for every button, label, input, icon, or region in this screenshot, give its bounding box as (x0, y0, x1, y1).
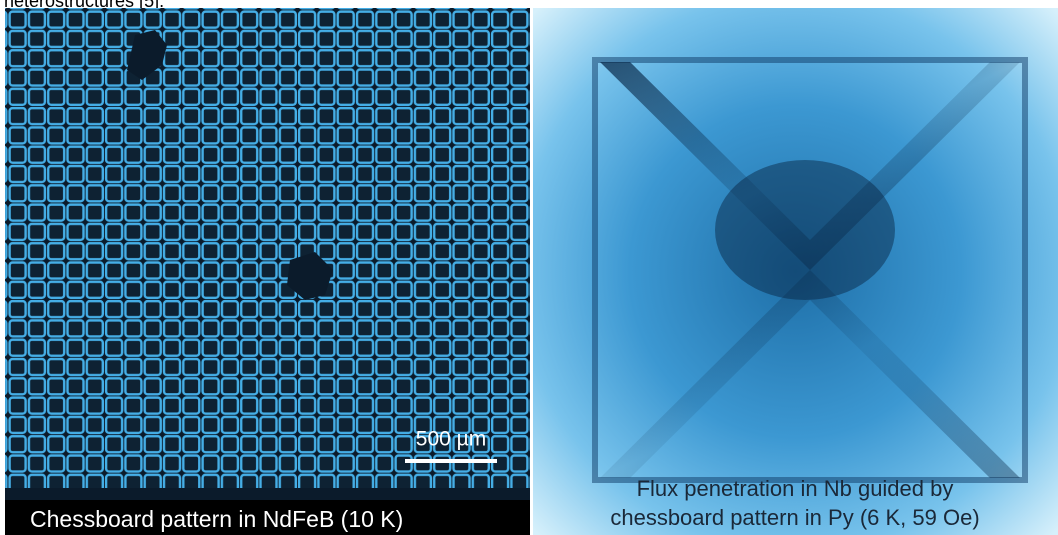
left-caption: Chessboard pattern in NdFeB (10 K) (30, 506, 403, 532)
chessboard-image (5, 8, 530, 535)
left-panel: 500 µm Chessboard pattern in NdFeB (10 K… (5, 8, 530, 535)
right-caption-line: chessboard pattern in Py (6 K, 59 Oe) (610, 505, 979, 530)
figure: heterostructures [5]. 500 µm Chessboard … (0, 0, 1058, 535)
scale-bar-label: 500 µm (416, 428, 486, 451)
scale-bar (405, 459, 497, 463)
edge (5, 488, 530, 500)
right-panel: Flux penetration in Nb guided by chessbo… (533, 8, 1058, 535)
right-caption-line: Flux penetration in Nb guided by (637, 476, 954, 501)
dark-core (715, 160, 895, 300)
